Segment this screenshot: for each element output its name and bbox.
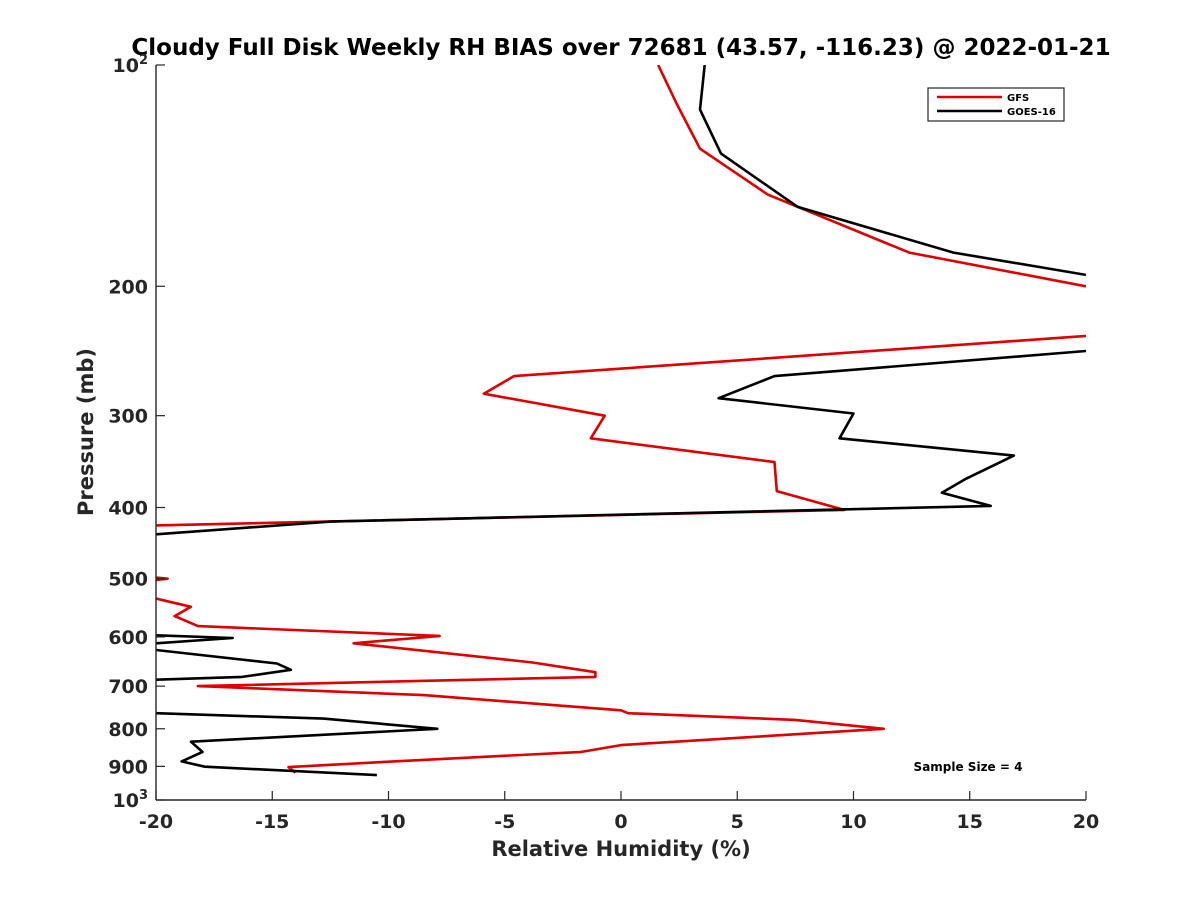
x-tick-label: -5 — [494, 811, 515, 833]
y-tick-label: 400 — [108, 498, 148, 520]
legend-box — [927, 87, 1065, 122]
series-line-goes-16-segment-3 — [156, 648, 293, 681]
sample-size-annotation: Sample Size = 4 — [914, 760, 1023, 774]
x-tick-label: 15 — [957, 811, 983, 833]
series-line-gfs-segment-0 — [657, 65, 1086, 288]
series-line-goes-16-segment-1 — [156, 349, 1086, 536]
series-line-goes-16-segment-0 — [698, 65, 1086, 277]
y-tick-label: 600 — [108, 627, 148, 649]
y-tick-label: 700 — [108, 676, 148, 698]
plot-area: -20 -15 -10 -5 0 5 10 15 20 102 200 300 400 500 600 70… — [108, 53, 1099, 833]
series-line-gfs-segment-1 — [156, 330, 1086, 527]
y-tick-label: 300 — [108, 406, 148, 428]
chart-title: Cloudy Full Disk Weekly RH BIAS over 726… — [131, 35, 1110, 61]
x-tick-label: 10 — [840, 811, 866, 833]
series-line-gfs-segment-3 — [156, 597, 886, 774]
y-tick-label: 800 — [108, 719, 148, 741]
y-tick-label: 500 — [108, 569, 148, 591]
x-tick-label: -15 — [255, 811, 289, 833]
series-layer — [156, 65, 1086, 777]
y-ticks: 102 200 300 400 500 600 700 800 900 103 — [108, 53, 165, 812]
x-axis-label: Relative Humidity (%) — [491, 837, 750, 861]
series-line-gfs-segment-2 — [156, 576, 169, 582]
y-axis-label: Pressure (mb) — [74, 348, 98, 516]
y-tick-label: 200 — [108, 276, 148, 298]
y-tick-label: 900 — [108, 756, 148, 778]
legend-label-goes-16: GOES-16 — [1007, 107, 1056, 118]
x-tick-label: -20 — [139, 811, 173, 833]
x-tick-label: 20 — [1073, 811, 1099, 833]
x-ticks: -20 -15 -10 -5 0 5 10 15 20 — [139, 791, 1099, 833]
y-tick-label: 102 — [113, 53, 149, 77]
series-line-goes-16-segment-4 — [156, 711, 439, 777]
legend: GFS GOES-16 — [927, 87, 1065, 122]
x-tick-label: 5 — [731, 811, 744, 833]
x-tick-label: -10 — [371, 811, 405, 833]
x-tick-label: 0 — [614, 811, 627, 833]
legend-label-gfs: GFS — [1007, 93, 1029, 104]
y-tick-label: 103 — [113, 788, 149, 812]
series-line-goes-16-segment-2 — [156, 634, 234, 645]
